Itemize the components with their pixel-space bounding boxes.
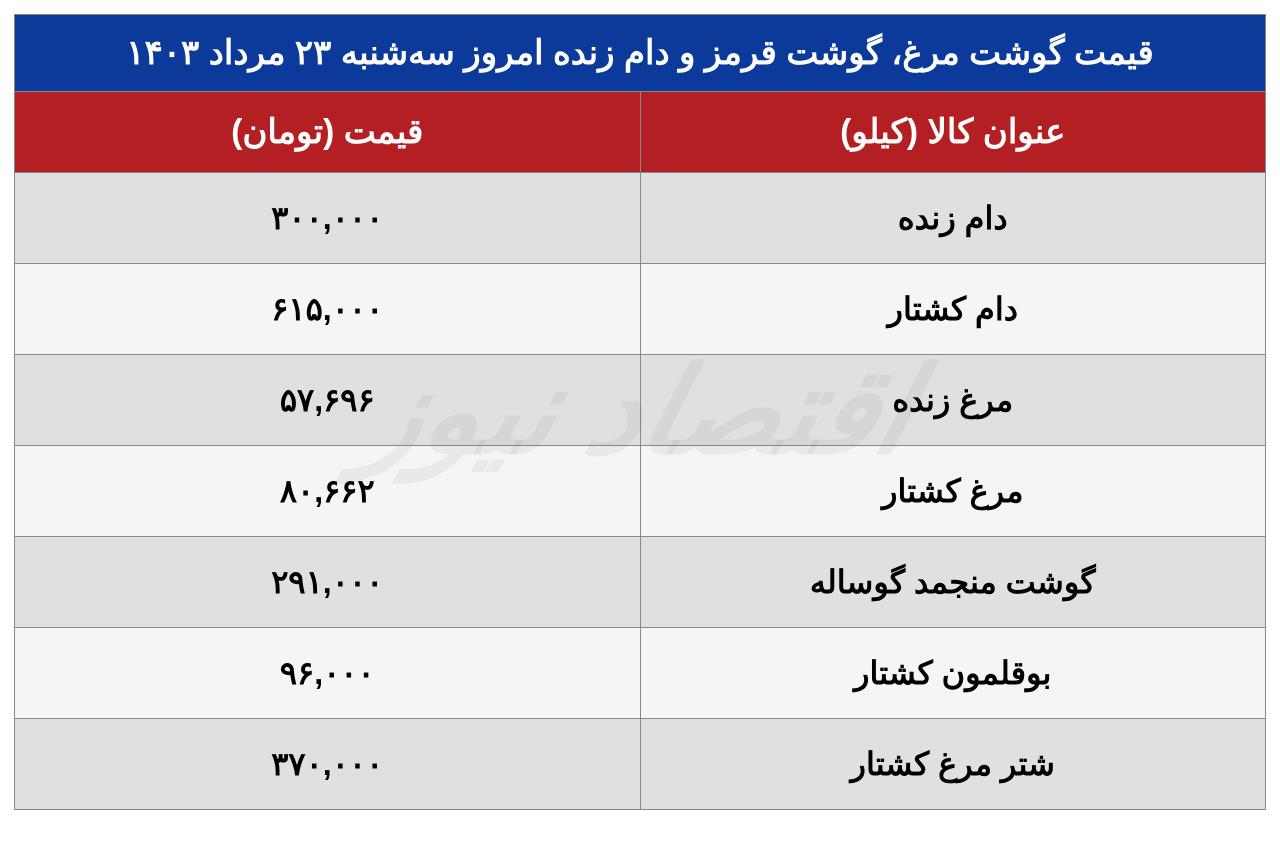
cell-price: ۳۷۰,۰۰۰: [15, 719, 640, 809]
table-header-row: عنوان کالا (کیلو) قیمت (تومان): [14, 92, 1266, 173]
table-row: مرغ کشتار ۸۰,۶۶۲: [14, 446, 1266, 537]
cell-price: ۸۰,۶۶۲: [15, 446, 640, 536]
cell-price: ۶۱۵,۰۰۰: [15, 264, 640, 354]
cell-item: گوشت منجمد گوساله: [640, 537, 1266, 627]
cell-item: مرغ زنده: [640, 355, 1266, 445]
cell-price: ۵۷,۶۹۶: [15, 355, 640, 445]
table-title: قیمت گوشت مرغ، گوشت قرمز و دام زنده امرو…: [14, 14, 1266, 92]
cell-item: شتر مرغ کشتار: [640, 719, 1266, 809]
header-item: عنوان کالا (کیلو): [640, 92, 1266, 172]
table-row: شتر مرغ کشتار ۳۷۰,۰۰۰: [14, 719, 1266, 810]
cell-item: دام زنده: [640, 173, 1266, 263]
cell-price: ۹۶,۰۰۰: [15, 628, 640, 718]
table-container: قیمت گوشت مرغ، گوشت قرمز و دام زنده امرو…: [0, 0, 1280, 824]
table-row: بوقلمون کشتار ۹۶,۰۰۰: [14, 628, 1266, 719]
cell-item: دام کشتار: [640, 264, 1266, 354]
cell-item: مرغ کشتار: [640, 446, 1266, 536]
table-row: دام کشتار ۶۱۵,۰۰۰: [14, 264, 1266, 355]
table-row: گوشت منجمد گوساله ۲۹۱,۰۰۰: [14, 537, 1266, 628]
table-row: دام زنده ۳۰۰,۰۰۰: [14, 173, 1266, 264]
cell-price: ۲۹۱,۰۰۰: [15, 537, 640, 627]
table-row: مرغ زنده ۵۷,۶۹۶: [14, 355, 1266, 446]
cell-item: بوقلمون کشتار: [640, 628, 1266, 718]
cell-price: ۳۰۰,۰۰۰: [15, 173, 640, 263]
header-price: قیمت (تومان): [15, 92, 640, 172]
